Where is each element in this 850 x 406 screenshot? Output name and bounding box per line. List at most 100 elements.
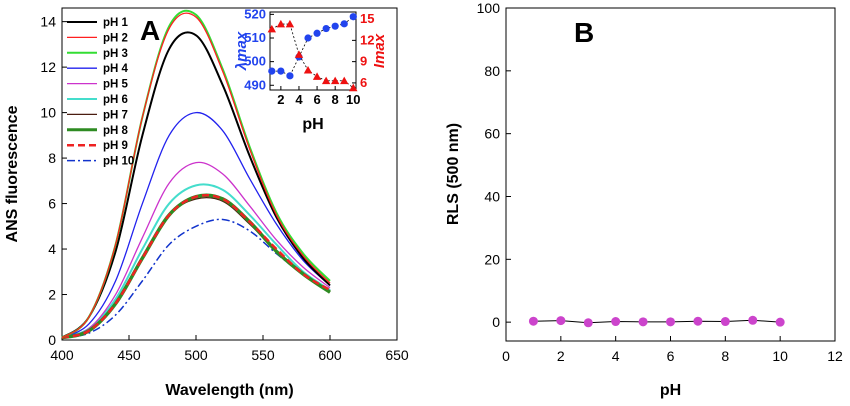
- inset-lambda-max-point: [340, 20, 348, 28]
- panel-b-y-tick-label: 60: [484, 126, 500, 142]
- panel-a-x-tick-label: 600: [318, 347, 342, 363]
- panel-b-x-tick-label: 12: [827, 348, 843, 364]
- legend-label: pH 3: [103, 48, 128, 60]
- panel-a-y-tick-label: 8: [48, 150, 56, 166]
- inset-left-tick-label: 490: [244, 77, 266, 92]
- inset-i-max-point: [285, 19, 295, 28]
- rls-point: [748, 315, 758, 325]
- panel-b-y-tick-label: 100: [477, 0, 501, 16]
- panel-b-plot-frame: [505, 7, 836, 342]
- inset-left-axis-title: λmax: [233, 31, 250, 71]
- series-line-ph-5: [61, 161, 331, 339]
- series-line-ph-4: [61, 111, 331, 339]
- legend-label: pH 2: [103, 32, 128, 44]
- inset-right-tick-label: 6: [360, 75, 367, 90]
- inset-left-tick-label: 510: [244, 30, 266, 45]
- legend-label: pH 1: [103, 17, 129, 29]
- panel-b-y-tick-label: 20: [484, 251, 500, 267]
- inset-i-max-point: [330, 76, 340, 85]
- inset-right-axis-title: Imax: [371, 33, 388, 68]
- rls-point: [638, 317, 648, 327]
- panel-b-y-tick-label: 40: [484, 188, 500, 204]
- inset-i-max-point: [267, 24, 277, 33]
- inset-lambda-max-point: [304, 34, 312, 42]
- panel-b-y-tick-label: 80: [484, 63, 500, 79]
- inset-x-tick-label: 4: [295, 92, 303, 107]
- panel-b-y-tick-label: 0: [492, 314, 500, 330]
- panel-b-x-tick-label: 6: [667, 348, 675, 364]
- panel-b: B pH RLS (500 nm) 0 2 4 6 8 10 12 0 20 40 60 80 100: [445, 0, 843, 399]
- inset-i-max-point: [312, 72, 322, 80]
- series-line-ph-6: [61, 183, 331, 339]
- inset-lambda-max-point: [268, 67, 276, 75]
- inset-lambda-max-point: [331, 22, 339, 30]
- legend-label: pH 6: [103, 94, 128, 106]
- inset-lambda-max-point: [277, 67, 285, 75]
- inset-left-tick-label: 500: [244, 54, 266, 69]
- panel-a-y-axis-title: ANS fluorescence: [4, 105, 21, 242]
- panel-b-x-tick-label: 8: [721, 348, 729, 364]
- panel-b-y-axis-title: RLS (500 nm): [445, 123, 462, 225]
- inset-i-max-point: [276, 19, 286, 28]
- rls-point: [693, 316, 703, 326]
- legend-label: pH 7: [103, 109, 128, 121]
- inset-x-axis-title: pH: [302, 116, 323, 133]
- panel-b-x-tick-label: 0: [502, 348, 510, 364]
- rls-point: [666, 317, 675, 327]
- inset-x-tick-label: 8: [332, 92, 339, 107]
- panel-a-legend: pH 1 pH 2 pH 3 pH 4 pH 5 pH 6 pH 7 pH 8 pH 9 pH 1…: [67, 17, 134, 168]
- panel-a-label: A: [140, 15, 160, 46]
- panel-a-y-tick-label: 4: [48, 241, 56, 257]
- rls-point: [528, 316, 538, 326]
- rls-point: [556, 316, 566, 326]
- rls-point: [775, 317, 785, 327]
- inset-i-max-point: [294, 50, 304, 58]
- panel-a-x-tick-label: 500: [184, 347, 208, 363]
- panel-a-x-tick-label: 550: [251, 347, 275, 363]
- panel-a-y-tick-label: 6: [48, 196, 56, 212]
- inset-x-tick-label: 10: [346, 92, 360, 107]
- panel-b-label: B: [574, 17, 594, 48]
- inset-i-max-point: [303, 65, 313, 74]
- series-line-ph-1: [61, 31, 331, 339]
- panel-a-y-tick-label: 0: [48, 332, 56, 348]
- inset-x-tick-label: 2: [277, 92, 284, 107]
- panel-a-y-tick-label: 12: [40, 59, 56, 75]
- panel-a-x-tick-label: 400: [50, 347, 74, 363]
- panel-a-x-tick-label: 450: [117, 347, 141, 363]
- panel-a-y-tick-label: 14: [40, 14, 56, 30]
- panel-a-y-tick-label: 10: [40, 105, 56, 121]
- inset-i-max-point: [349, 83, 358, 92]
- panel-a-y-tick-label: 2: [48, 287, 56, 303]
- inset-right-tick-label: 15: [360, 11, 374, 26]
- rls-point: [720, 317, 730, 327]
- inset-lambda-max-point: [322, 24, 330, 33]
- rls-point: [583, 318, 593, 328]
- series-line-ph-9: [61, 193, 331, 339]
- inset-i-max-point: [340, 76, 349, 85]
- inset-x-tick-label: 6: [313, 92, 320, 107]
- legend-label: pH 4: [103, 63, 129, 75]
- inset-lambda-max-point: [286, 72, 294, 80]
- panel-a-x-axis-title: Wavelength (nm): [165, 382, 293, 399]
- inset-left-tick-label: 520: [244, 6, 266, 21]
- legend-label: pH 10: [103, 156, 134, 168]
- inset-right-tick-label: 12: [360, 32, 374, 47]
- inset-i-max-point: [321, 76, 331, 85]
- legend-label: pH 5: [103, 79, 129, 91]
- panel-a: A Wavelength (nm) ANS fluorescence 400 45…: [4, 7, 409, 399]
- series-line-ph-2: [61, 12, 331, 339]
- panel-b-x-tick-label: 2: [557, 348, 565, 364]
- panel-b-x-tick-label: 4: [612, 348, 620, 364]
- inset-lambda-max-point: [313, 29, 321, 37]
- legend-label: pH 8: [103, 125, 129, 137]
- panel-b-x-tick-label: 10: [772, 348, 788, 364]
- inset-lambda-max-point: [349, 13, 357, 21]
- inset-right-tick-label: 9: [360, 54, 367, 69]
- panel-a-x-tick-label: 650: [385, 347, 409, 363]
- legend-label: pH 9: [103, 140, 128, 152]
- panel-a-plot-frame: [61, 7, 398, 341]
- rls-line: [533, 319, 781, 324]
